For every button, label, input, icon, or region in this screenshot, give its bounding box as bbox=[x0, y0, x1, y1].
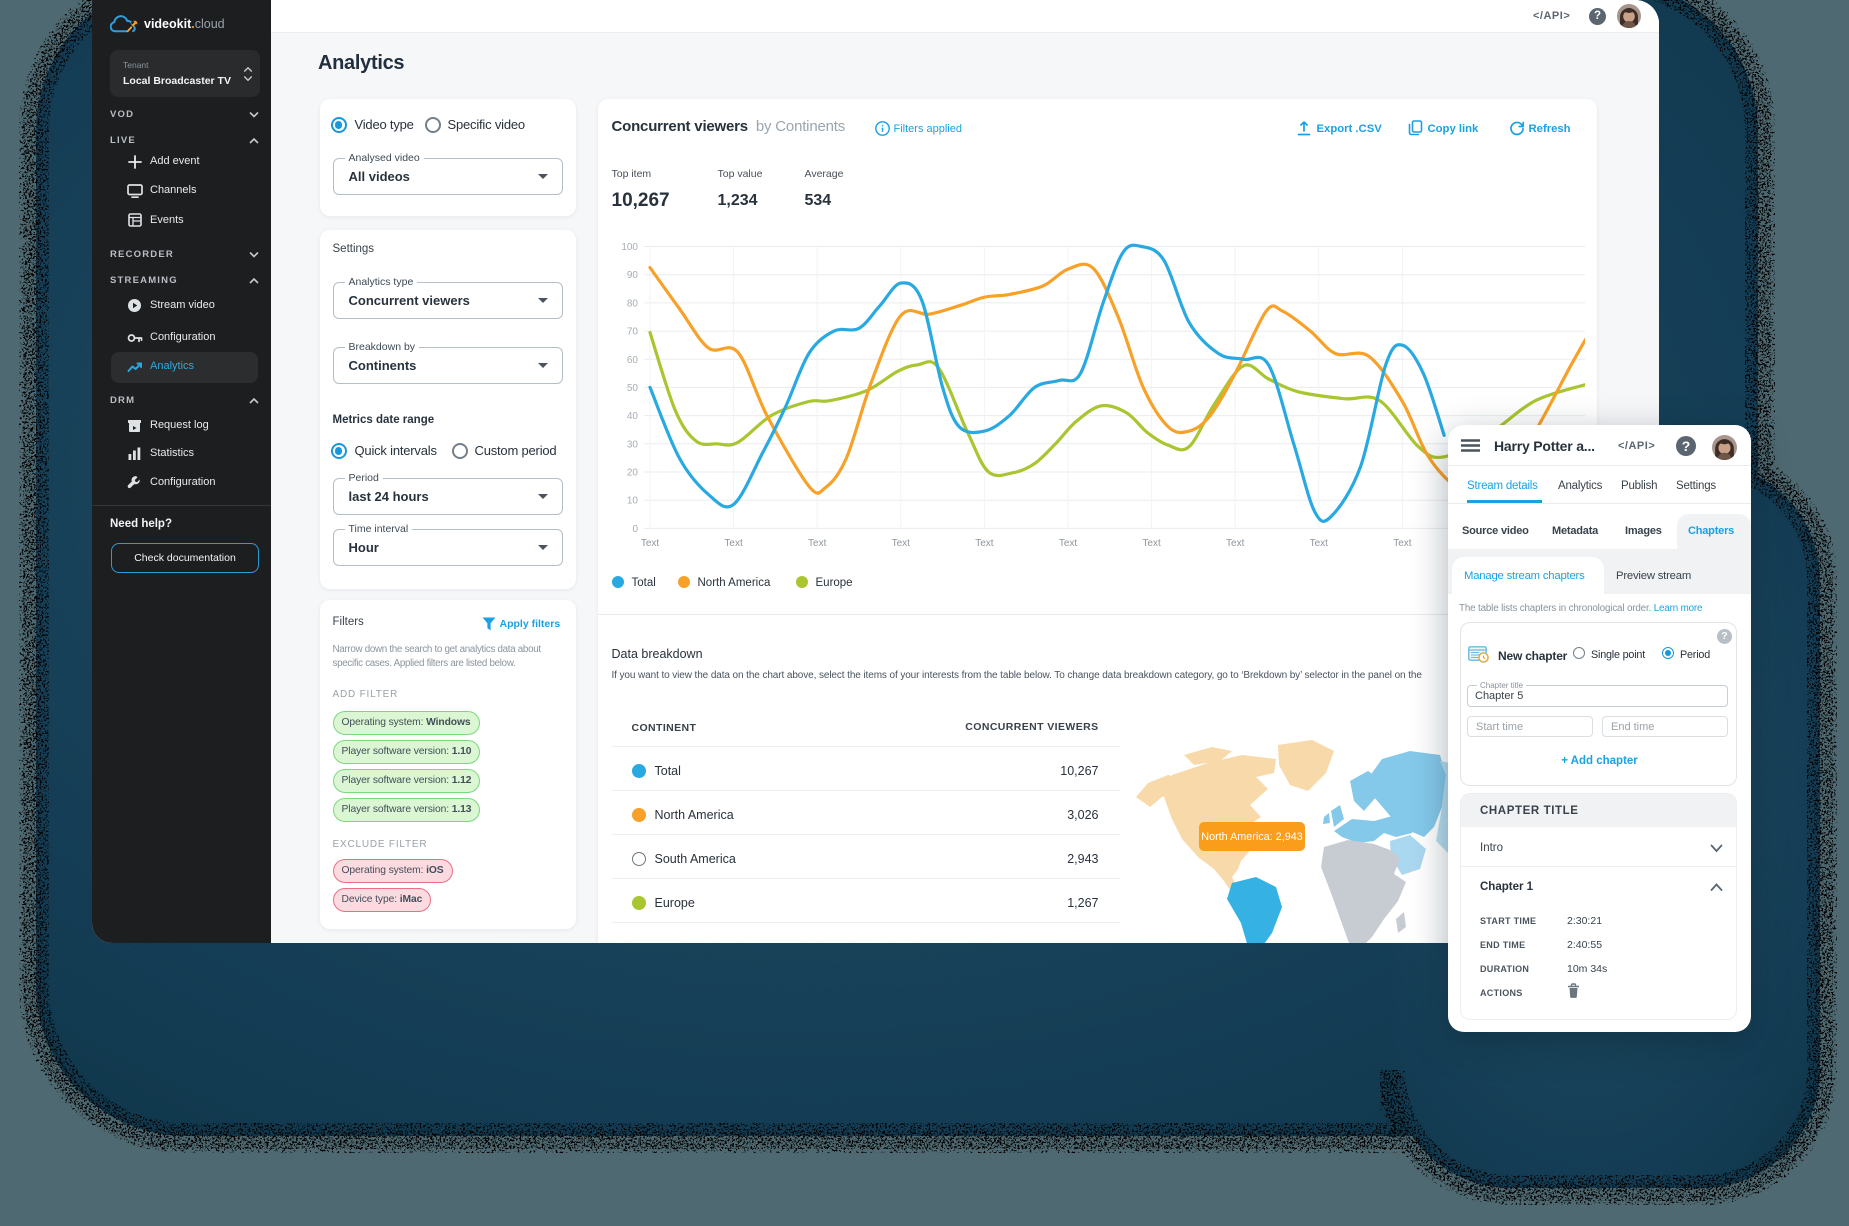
svg-text:Text: Text bbox=[724, 538, 743, 549]
svg-text:Text: Text bbox=[1142, 538, 1161, 549]
svg-text:20: 20 bbox=[626, 468, 638, 479]
svg-text:100: 100 bbox=[621, 242, 638, 253]
svg-text:Text: Text bbox=[1309, 538, 1328, 549]
svg-text:Text: Text bbox=[1393, 538, 1412, 549]
svg-text:40: 40 bbox=[626, 411, 638, 422]
svg-text:50: 50 bbox=[626, 383, 638, 394]
svg-text:0: 0 bbox=[632, 524, 638, 535]
svg-text:30: 30 bbox=[626, 439, 638, 450]
svg-text:70: 70 bbox=[626, 327, 638, 338]
svg-text:North America: 2,943: North America: 2,943 bbox=[1201, 831, 1302, 843]
svg-text:Text: Text bbox=[1226, 538, 1245, 549]
svg-text:Text: Text bbox=[808, 538, 827, 549]
svg-text:Text: Text bbox=[891, 538, 910, 549]
svg-text:Text: Text bbox=[1058, 538, 1077, 549]
svg-text:Text: Text bbox=[640, 538, 659, 549]
svg-text:Text: Text bbox=[975, 538, 994, 549]
svg-text:10: 10 bbox=[626, 496, 638, 507]
svg-text:60: 60 bbox=[626, 355, 638, 366]
svg-text:80: 80 bbox=[626, 298, 638, 309]
svg-text:90: 90 bbox=[626, 270, 638, 281]
